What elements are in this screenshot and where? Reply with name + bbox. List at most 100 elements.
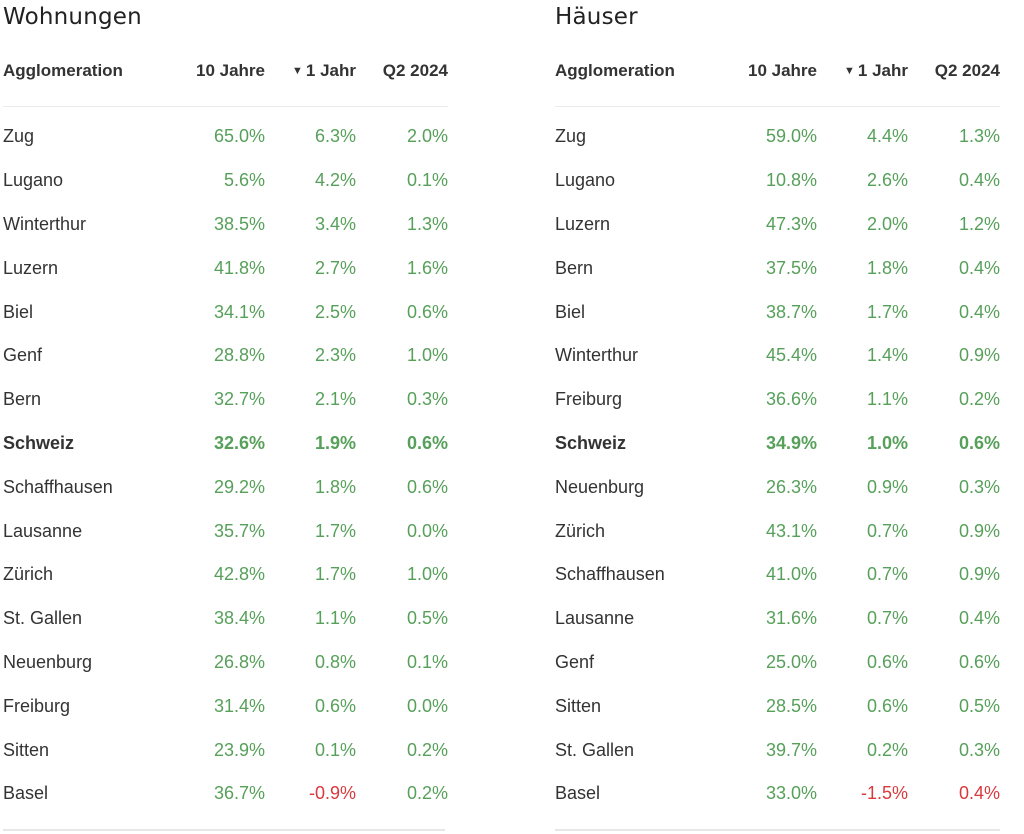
cell-q2-2024: 0.2% <box>406 739 448 760</box>
table-row: Lugano 5.6% 4.2% 0.1% <box>3 159 448 203</box>
cell-10-jahre: 28.8% <box>213 345 265 366</box>
cell-agglomeration: Schweiz <box>3 432 75 453</box>
cell-1-jahr: 1.7% <box>866 301 908 322</box>
cell-agglomeration: Bern <box>555 257 594 278</box>
cell-10-jahre: 37.5% <box>765 257 817 278</box>
cell-10-jahre: 23.9% <box>213 739 265 760</box>
cell-1-jahr: 3.4% <box>314 213 356 234</box>
cell-1-jahr: 1.8% <box>314 476 356 497</box>
column-header-q2-2024[interactable]: Q2 2024 <box>908 36 1000 107</box>
cell-10-jahre: 38.5% <box>213 213 265 234</box>
column-header-1-jahr[interactable]: ▼ 1 Jahr <box>817 36 908 107</box>
table-row: Bern 32.7% 2.1% 0.3% <box>3 378 448 422</box>
table-row: Bern 37.5% 1.8% 0.4% <box>555 246 1000 290</box>
table-panel-wohnungen: Wohnungen Agglomeration 10 Jahre ▼ 1 Jahr… <box>3 0 448 816</box>
cell-q2-2024: 0.9% <box>958 564 1000 585</box>
cell-q2-2024: 1.2% <box>958 213 1000 234</box>
table-row: Winterthur 45.4% 1.4% 0.9% <box>555 334 1000 378</box>
column-header-10-jahre[interactable]: 10 Jahre <box>725 36 817 107</box>
cell-10-jahre: 45.4% <box>765 345 817 366</box>
table-body: Zug 59.0% 4.4% 1.3% Lugano 10.8% 2.6% 0.4% Luzer… <box>555 107 1000 816</box>
cell-q2-2024: 0.9% <box>958 520 1000 541</box>
table-row: Basel 36.7% -0.9% 0.2% <box>3 772 448 816</box>
table-row: Luzern 47.3% 2.0% 1.2% <box>555 203 1000 247</box>
cell-agglomeration: Zug <box>3 126 35 147</box>
cell-10-jahre: 10.8% <box>765 170 817 191</box>
cell-q2-2024: 0.4% <box>958 783 1000 804</box>
column-header-1-jahr[interactable]: ▼ 1 Jahr <box>265 36 356 107</box>
cell-q2-2024: 0.4% <box>958 170 1000 191</box>
cell-q2-2024: 0.3% <box>958 476 1000 497</box>
cell-1-jahr: 0.7% <box>866 520 908 541</box>
cell-10-jahre: 34.9% <box>765 432 817 453</box>
cell-q2-2024: 1.3% <box>958 126 1000 147</box>
table-row: Neuenburg 26.3% 0.9% 0.3% <box>555 465 1000 509</box>
cell-1-jahr: 0.7% <box>866 564 908 585</box>
cell-1-jahr: 0.8% <box>314 651 356 672</box>
table-row: Lugano 10.8% 2.6% 0.4% <box>555 159 1000 203</box>
sort-descending-icon: ▼ <box>292 65 303 77</box>
data-table-haeuser: Agglomeration 10 Jahre ▼ 1 Jahr Q2 2024 Z… <box>555 36 1000 816</box>
cell-agglomeration: St. Gallen <box>555 739 635 760</box>
cell-1-jahr: 4.2% <box>314 170 356 191</box>
column-header-agglomeration[interactable]: Agglomeration <box>3 36 173 107</box>
cell-10-jahre: 26.3% <box>765 476 817 497</box>
table-row: Schweiz 32.6% 1.9% 0.6% <box>3 422 448 466</box>
cell-1-jahr: 0.2% <box>866 739 908 760</box>
cell-agglomeration: Schweiz <box>555 432 627 453</box>
table-row: Lausanne 35.7% 1.7% 0.0% <box>3 509 448 553</box>
column-header-10-jahre[interactable]: 10 Jahre <box>173 36 265 107</box>
cell-10-jahre: 34.1% <box>213 301 265 322</box>
cell-agglomeration: Biel <box>555 301 586 322</box>
cell-agglomeration: Winterthur <box>3 213 87 234</box>
cell-10-jahre: 59.0% <box>765 126 817 147</box>
cell-10-jahre: 43.1% <box>765 520 817 541</box>
spacer-cell <box>3 107 448 116</box>
cell-10-jahre: 42.8% <box>213 564 265 585</box>
cell-q2-2024: 0.4% <box>958 301 1000 322</box>
cell-1-jahr: 1.9% <box>314 432 356 453</box>
cell-agglomeration: Lugano <box>555 170 616 191</box>
cell-1-jahr: 0.6% <box>866 651 908 672</box>
cell-agglomeration: Schaffhausen <box>3 476 113 497</box>
cell-agglomeration: Sitten <box>555 695 602 716</box>
cell-q2-2024: 1.6% <box>406 257 448 278</box>
cell-1-jahr: 2.6% <box>866 170 908 191</box>
cell-agglomeration: Zürich <box>555 520 606 541</box>
column-header-label: 1 Jahr <box>305 61 356 80</box>
spacer-row <box>555 107 1000 116</box>
cell-1-jahr: 2.7% <box>314 257 356 278</box>
cell-10-jahre: 31.6% <box>765 608 817 629</box>
table-row: Zürich 43.1% 0.7% 0.9% <box>555 509 1000 553</box>
table-panel-haeuser: Häuser Agglomeration 10 Jahre ▼ 1 Jahr Q2… <box>555 0 1000 816</box>
spacer-cell <box>555 107 1000 116</box>
cell-agglomeration: St. Gallen <box>3 608 83 629</box>
cell-agglomeration: Zug <box>555 126 587 147</box>
cell-1-jahr: 0.6% <box>314 695 356 716</box>
table-row: Biel 34.1% 2.5% 0.6% <box>3 290 448 334</box>
cell-q2-2024: 1.0% <box>406 345 448 366</box>
cell-q2-2024: 0.4% <box>958 257 1000 278</box>
cell-1-jahr: 0.1% <box>314 739 356 760</box>
column-header-q2-2024[interactable]: Q2 2024 <box>356 36 448 107</box>
cell-q2-2024: 0.6% <box>406 432 448 453</box>
table-row: Genf 25.0% 0.6% 0.6% <box>555 641 1000 685</box>
data-table-wohnungen: Agglomeration 10 Jahre ▼ 1 Jahr Q2 2024 Z… <box>3 36 448 816</box>
cell-10-jahre: 38.4% <box>213 608 265 629</box>
cell-10-jahre: 36.7% <box>213 783 265 804</box>
cell-agglomeration: Freiburg <box>555 389 623 410</box>
cell-q2-2024: 1.3% <box>406 213 448 234</box>
table-row: Genf 28.8% 2.3% 1.0% <box>3 334 448 378</box>
cell-10-jahre: 65.0% <box>213 126 265 147</box>
cell-1-jahr: 0.6% <box>866 695 908 716</box>
column-header-agglomeration[interactable]: Agglomeration <box>555 36 725 107</box>
cell-1-jahr: -0.9% <box>308 783 356 804</box>
cell-1-jahr: 1.1% <box>314 608 356 629</box>
cell-q2-2024: 0.9% <box>958 345 1000 366</box>
cell-q2-2024: 0.3% <box>406 389 448 410</box>
table-row: Basel 33.0% -1.5% 0.4% <box>555 772 1000 816</box>
table-row: Zürich 42.8% 1.7% 1.0% <box>3 553 448 597</box>
cell-agglomeration: Sitten <box>3 739 50 760</box>
spacer-row <box>3 107 448 116</box>
cell-1-jahr: 1.7% <box>314 520 356 541</box>
